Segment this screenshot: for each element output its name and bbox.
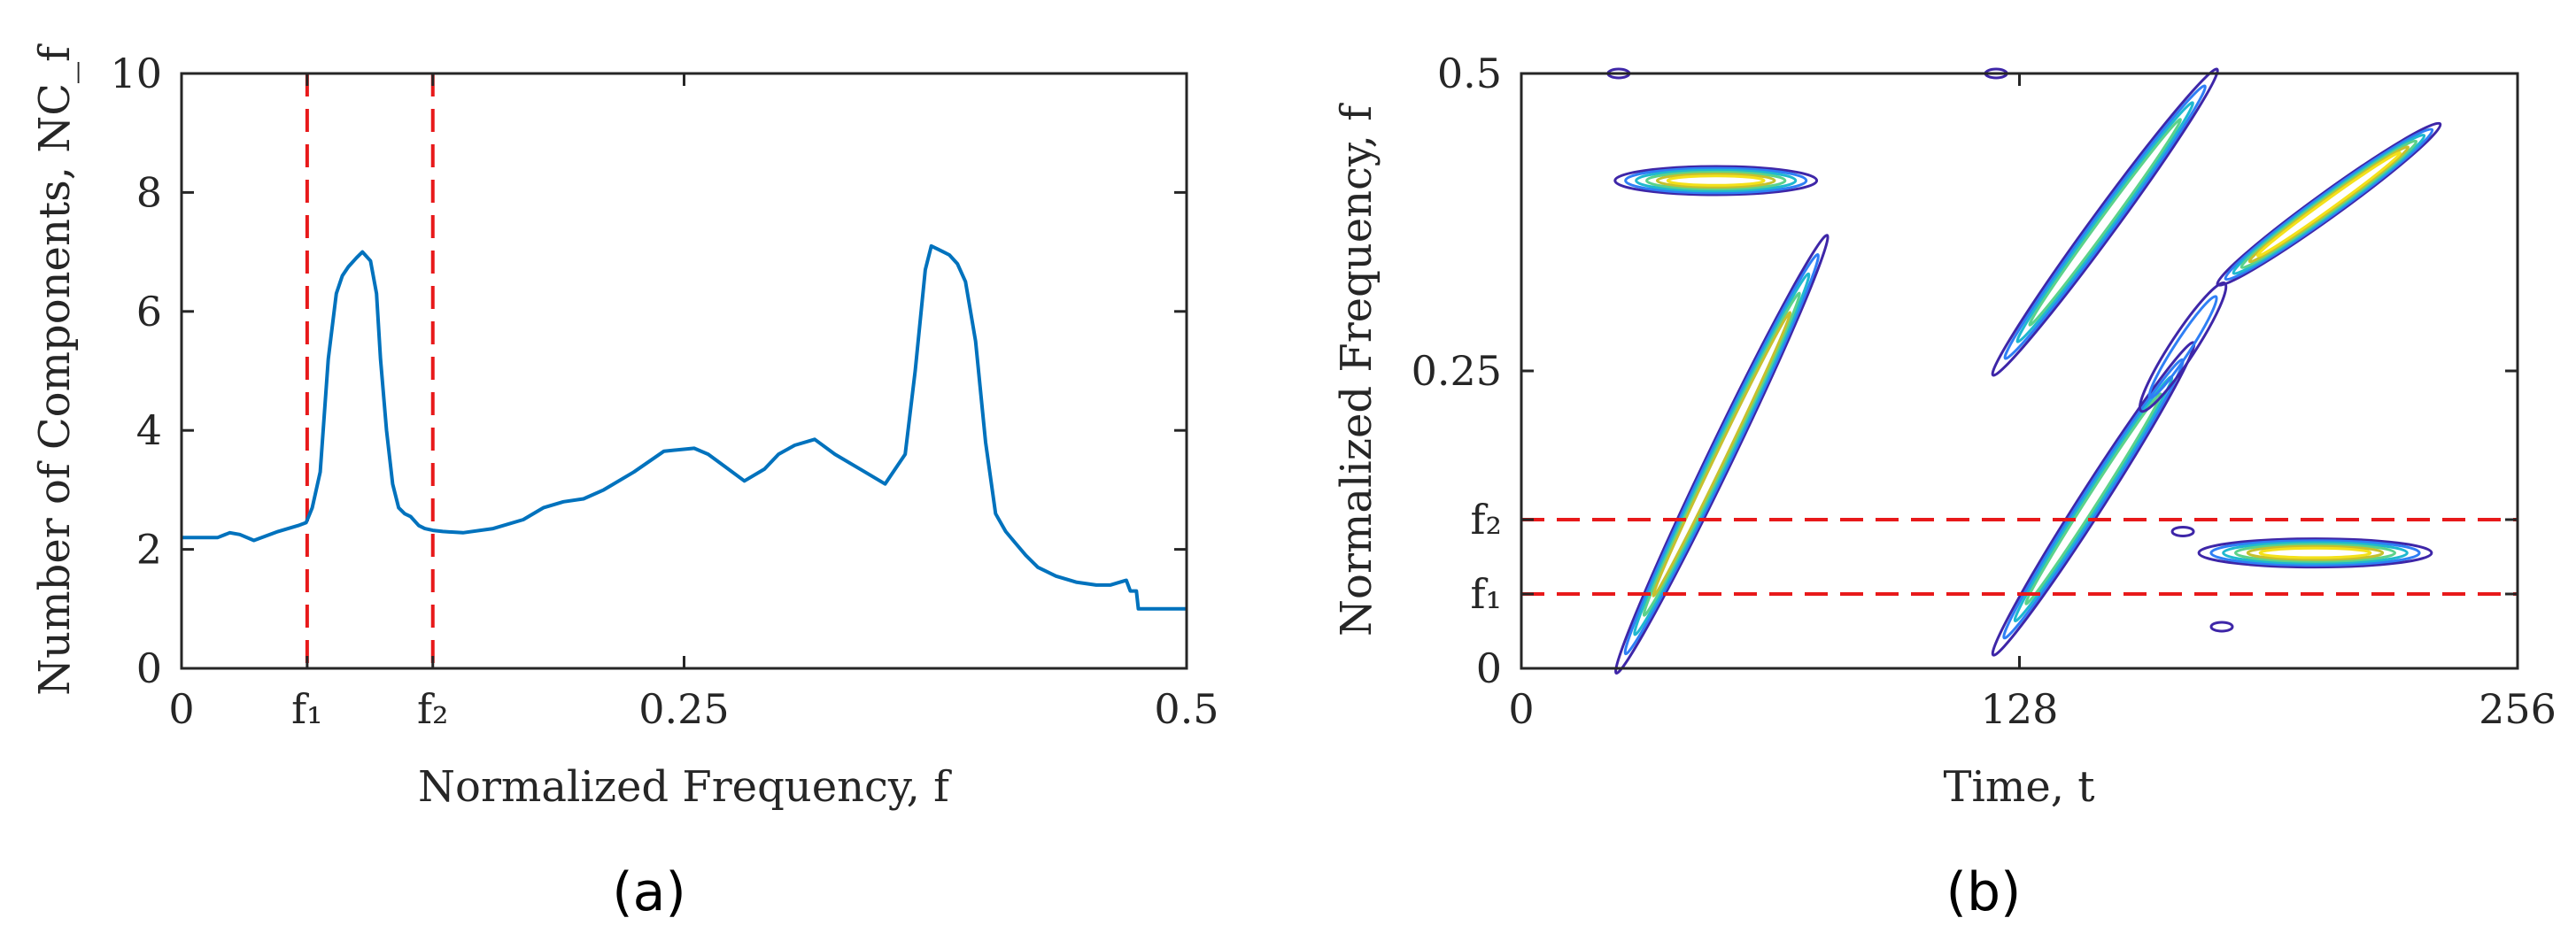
panel-b-x-tick-label: 256	[2479, 685, 2557, 733]
panel-b-contour-level	[1666, 174, 1766, 187]
panel-b-y-tick-label: 0.5	[1437, 50, 1502, 97]
panel-b-contour-level	[2222, 541, 2409, 565]
panel-b-contour-level	[1655, 173, 1776, 189]
panel-a-x-axis-label: Normalized Frequency, f	[418, 762, 952, 812]
panel-a-label: (a)	[612, 861, 686, 923]
panel-a-x-tick-label: f₁	[291, 685, 322, 733]
panel-a-y-tick-label: 6	[136, 288, 162, 336]
panel-b-contour-level	[2246, 544, 2385, 561]
panel-b-contour-plot: 0 128 256 0 f₁ f₂ 0.25 0.5 Time, t Normalized …	[1332, 50, 2557, 923]
panel-a-y-tick-label: 8	[136, 168, 162, 216]
panel-a-x-tick-label: 0.25	[638, 685, 729, 733]
panel-b-component-blob-2	[2209, 621, 2234, 633]
panel-b-plot-area	[1521, 67, 2518, 675]
panel-a-plot-area	[182, 73, 1187, 668]
panel-b-component-chirp-1	[1614, 234, 1830, 675]
panel-b-component-blob-1	[2170, 525, 2195, 537]
panel-b-contour-level	[2015, 101, 2194, 343]
panel-a-y-axis-label: Number of Components, NC_f	[30, 43, 80, 696]
panel-b-contour-level	[2024, 392, 2162, 605]
panel-b-contour-level	[2258, 546, 2372, 559]
panel-b-contour-level	[1652, 311, 1792, 598]
panel-b-contour-level	[1624, 166, 1808, 195]
panel-b-contour-level	[1614, 234, 1830, 675]
panel-a-y-tick-label: 10	[110, 50, 162, 97]
panel-b-contour-level	[2197, 537, 2433, 569]
panel-b-y-ticks: 0 f₁ f₂ 0.25 0.5	[1412, 50, 2518, 692]
panel-b-contour-level	[2028, 118, 2182, 327]
panel-b-component-tone-2	[2197, 537, 2433, 569]
panel-a-y-tick-label: 4	[136, 406, 162, 454]
panel-b-contour-level	[2232, 134, 2426, 275]
panel-b-contour-level	[2147, 295, 2218, 399]
panel-b-x-ticks: 0 128 256	[1508, 73, 2557, 733]
panel-b-contour-level	[1633, 272, 1811, 636]
panel-b-contour-level	[2138, 281, 2228, 413]
panel-b-contour-level	[1642, 291, 1801, 617]
panel-b-contour-level	[1613, 165, 1819, 197]
panel-b-contour-level	[2003, 84, 2207, 360]
panel-b-y-tick-label: 0	[1476, 644, 1502, 692]
panel-b-contour-level	[2247, 145, 2410, 264]
panel-b-x-tick-label: 0	[1508, 685, 1534, 733]
panel-b-component-chirp-4	[2216, 121, 2442, 287]
panel-b-x-axis-label: Time, t	[1943, 762, 2094, 812]
panel-b-contour-level	[2209, 539, 2421, 567]
panel-b-contour-level	[1635, 168, 1798, 193]
panel-b-contour-level	[2239, 139, 2418, 269]
panel-a-y-tick-label: 2	[136, 526, 162, 574]
panel-b-component-chirp-2	[1991, 67, 2219, 377]
panel-b-contour-level	[1991, 67, 2219, 377]
panel-b-y-tick-label: 0.25	[1412, 347, 1502, 395]
panel-a-y-ticks: 0 2 4 6 8 10	[110, 50, 1187, 692]
panel-b-y-tick-label: f₁	[1471, 570, 1502, 618]
panel-a-y-tick-label: 0	[136, 644, 162, 692]
panel-a-series-line	[182, 243, 1187, 611]
panel-b-contour-level	[2224, 127, 2434, 282]
panel-b-x-tick-label: 128	[1981, 685, 2059, 733]
panel-a-x-ticks: 0 f₁ f₂ 0.25 0.5	[168, 73, 1219, 733]
panel-a-x-tick-label: 0	[168, 685, 194, 733]
panel-b-contour-level	[2170, 525, 2195, 537]
panel-a-axes-box	[180, 72, 1188, 670]
panel-b-y-tick-label: f₂	[1471, 496, 1502, 544]
panel-a-x-tick-label: 0.5	[1154, 685, 1218, 733]
panel-b-component-chirp-4-tail	[2138, 281, 2228, 413]
panel-a-x-tick-label: f₂	[417, 685, 448, 733]
panel-a-line-chart: 0 f₁ f₂ 0.25 0.5 0 2 4 6 8 10 Normalized Frequenc…	[30, 43, 1219, 923]
panel-b-contour-level	[2255, 151, 2402, 258]
panel-b-contour-level	[2234, 543, 2396, 563]
panel-b-contour-level	[1623, 253, 1820, 656]
panel-b-contour-level	[2209, 621, 2234, 633]
panel-b-contour-level	[1645, 170, 1787, 191]
panel-b-label: (b)	[1946, 861, 2022, 923]
panel-b-component-tone-1	[1613, 165, 1819, 197]
panel-b-y-axis-label: Normalized Frequency, f	[1332, 103, 1381, 636]
